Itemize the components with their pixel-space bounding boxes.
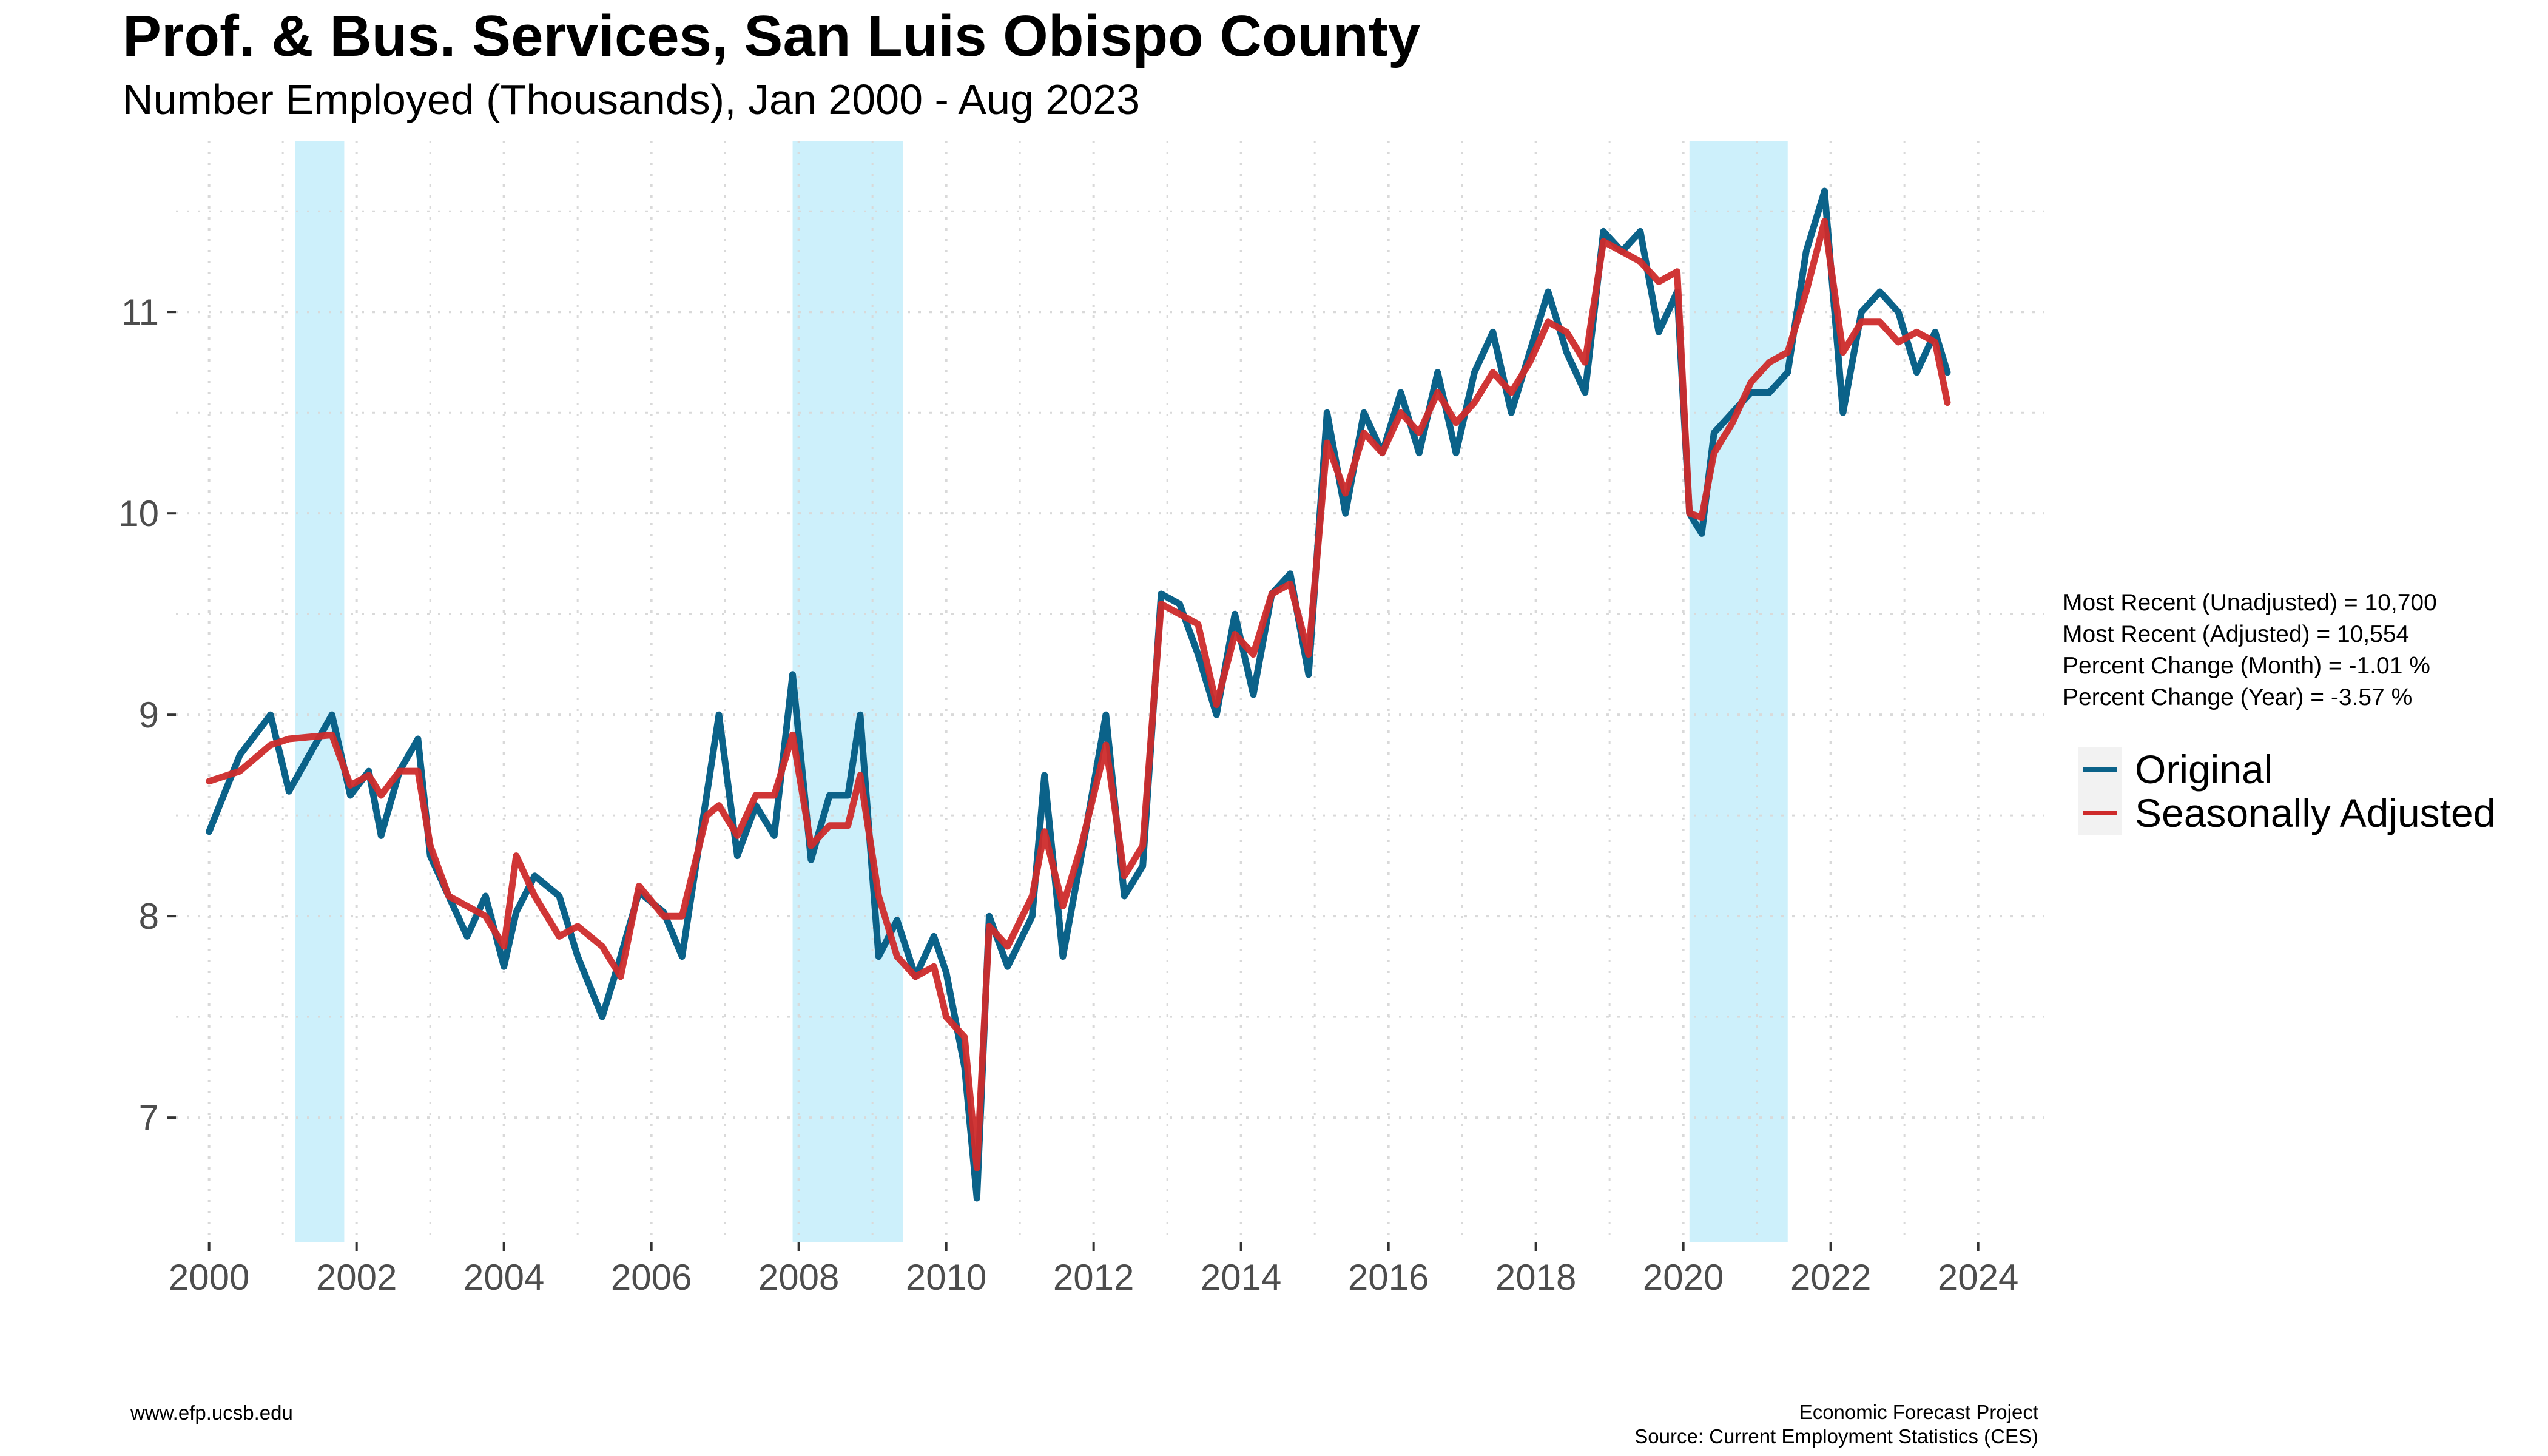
recession-band-1 [295,141,345,1242]
x-tick-label: 2022 [1790,1257,1871,1298]
legend-label-original: Original [2135,747,2273,792]
y-tick-label: 10 [118,493,159,534]
series-line-original [206,187,1951,1202]
recession-band-3 [1689,141,1788,1242]
legend-item-original: Original [2078,747,2495,792]
legend-item-seasonally-adjusted: Seasonally Adjusted [2078,790,2496,835]
x-tick-label: 2006 [611,1257,692,1298]
y-tick-label: 11 [121,292,159,332]
legend-key-seasonally-adjusted [2078,791,2122,835]
chart-subtitle: Number Employed (Thousands), Jan 2000 - … [123,76,1141,123]
stat-percent-change-month: Percent Change (Month) = -1.01 % [2063,653,2430,679]
footer-source-text: Source: Current Employment Statistics (C… [1634,1425,2038,1448]
x-tick-label: 2014 [1201,1257,1281,1298]
recession-bands [295,141,1788,1242]
legend-label-seasonally-adjusted: Seasonally Adjusted [2135,790,2496,835]
y-tick-label: 8 [139,896,159,937]
x-tick-label: 2016 [1348,1257,1429,1298]
recession-band-2 [792,141,903,1242]
series-line-seasonally-adjusted [206,218,1951,1171]
footer-website: www.efp.ucsb.edu [130,1401,293,1424]
chart-title: Prof. & Bus. Services, San Luis Obispo C… [123,4,1421,69]
x-tick-label: 2010 [906,1257,986,1298]
stat-most-recent-adjusted: Most Recent (Adjusted) = 10,554 [2063,621,2410,647]
x-tick-label: 2020 [1643,1257,1724,1298]
legend-key-original [2078,747,2122,791]
legend: Original Seasonally Adjusted [2078,747,2495,835]
x-tick-label: 2018 [1495,1257,1576,1298]
footer-org: Economic Forecast Project [1799,1401,2038,1423]
y-tick-label: 7 [139,1097,159,1138]
x-tick-label: 2000 [169,1257,249,1298]
stat-most-recent-unadjusted: Most Recent (Unadjusted) = 10,700 [2063,590,2437,616]
x-tick-label: 2008 [758,1257,839,1298]
footer-source: Economic Forecast Project Source: Curren… [1634,1400,2038,1449]
x-tick-label: 2002 [316,1257,397,1298]
x-tick-label: 2004 [463,1257,544,1298]
grid-lines [176,141,2044,1242]
axes: 2000 2002 2004 2006 2008 2010 2012 2014 2016 2018… [118,292,2018,1298]
y-tick-label: 9 [139,695,159,735]
stats-box: Most Recent (Unadjusted) = 10,700 Most R… [2063,587,2437,713]
stat-percent-change-year: Percent Change (Year) = -3.57 % [2063,684,2413,710]
x-tick-label: 2024 [1938,1257,2018,1298]
x-tick-label: 2012 [1053,1257,1134,1298]
series-lines [206,187,1951,1202]
